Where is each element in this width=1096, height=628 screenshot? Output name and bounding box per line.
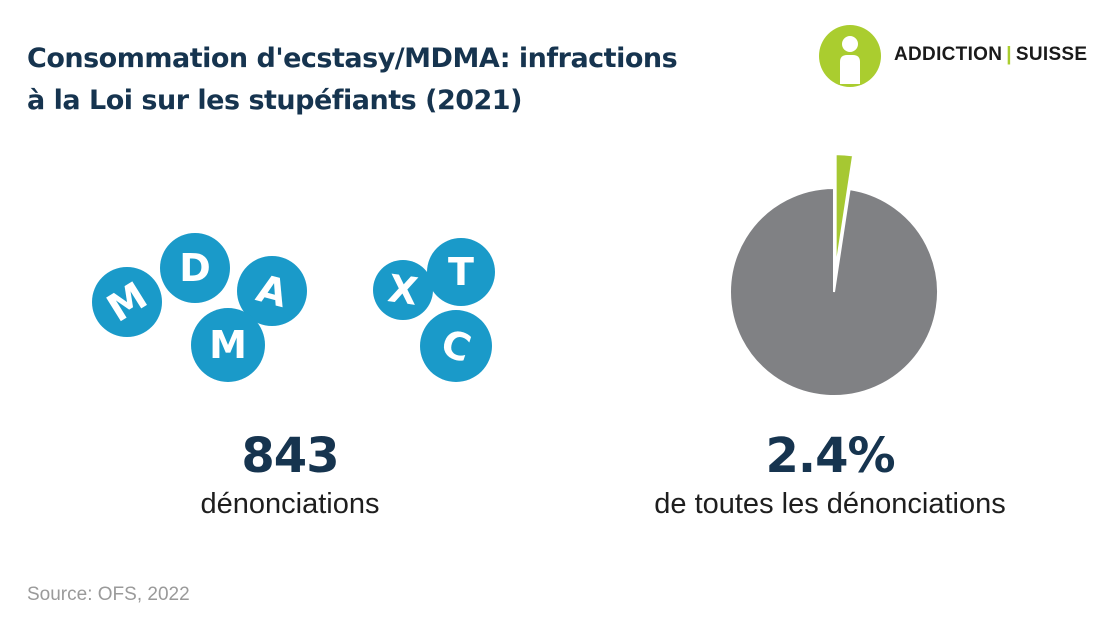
offense-count: 843 xyxy=(241,428,339,484)
page-title: Consommation d'ecstasy/MDMA: infractions… xyxy=(27,38,787,122)
pill-circle xyxy=(160,233,230,303)
pie-slice-highlight xyxy=(834,153,855,271)
pill-circle xyxy=(191,308,265,382)
pill-letter: M xyxy=(209,323,247,367)
offense-count-label: dénonciations xyxy=(200,488,380,520)
pill-circle xyxy=(427,238,495,306)
pill-letter: X xyxy=(385,266,420,314)
title-line-2: à la Loi sur les stupéfiants (2021) xyxy=(27,85,522,116)
pill-circle xyxy=(92,267,162,337)
pie-slice-rest xyxy=(729,186,939,397)
brand-logo: ADDICTION | SUISSE xyxy=(818,24,1088,88)
pill-circle xyxy=(237,256,307,326)
pill-circle xyxy=(373,260,433,320)
pill-a: A xyxy=(237,256,307,326)
pie-chart xyxy=(729,153,939,397)
brand-name-right: SUISSE xyxy=(1015,44,1088,65)
brand-separator: | xyxy=(1006,44,1012,65)
brand-name: ADDICTION | SUISSE xyxy=(894,44,1087,66)
pill-d: D xyxy=(160,233,230,303)
pill-t: T xyxy=(427,238,495,306)
offense-share-label: de toutes les dénonciations xyxy=(654,488,1006,520)
pill-m-2: M xyxy=(191,308,265,382)
pill-m-1: M xyxy=(92,267,162,337)
pill-circle xyxy=(420,310,492,382)
pill-x: X xyxy=(373,260,433,320)
source-note: Source: OFS, 2022 xyxy=(27,584,190,605)
pill-letter: D xyxy=(179,246,211,290)
pill-letter: T xyxy=(448,250,474,294)
person-icon xyxy=(819,25,881,87)
offense-share: 2.4% xyxy=(765,428,895,484)
title-line-1: Consommation d'ecstasy/MDMA: infractions xyxy=(27,43,678,74)
pill-c: C xyxy=(420,310,492,382)
brand-name-left: ADDICTION xyxy=(894,44,1003,65)
